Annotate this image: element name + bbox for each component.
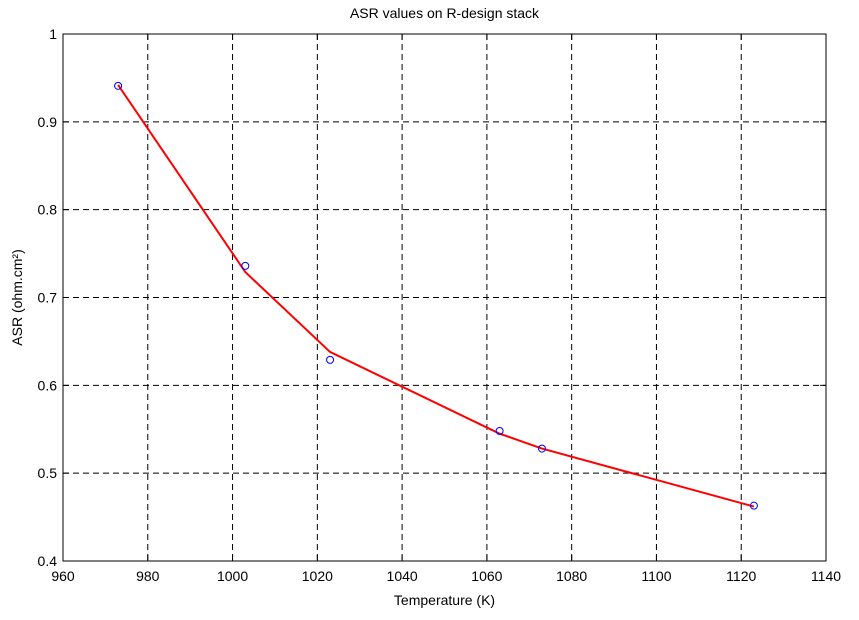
x-tick-label: 960 xyxy=(51,568,75,584)
y-tick-label: 0.5 xyxy=(38,465,58,481)
y-tick-label: 0.8 xyxy=(38,202,58,218)
data-point-marker xyxy=(749,501,758,510)
fit-line xyxy=(117,84,755,508)
y-tick-label: 0.6 xyxy=(38,377,58,393)
y-tick-label: 0.4 xyxy=(38,553,58,569)
data-point-marker xyxy=(495,427,504,436)
data-point-marker xyxy=(241,261,250,270)
x-axis-title: Temperature (K) xyxy=(394,592,495,608)
data-point-marker xyxy=(114,81,123,90)
x-tick-label: 1080 xyxy=(556,568,587,584)
x-tick-label: 1020 xyxy=(302,568,333,584)
data-point-marker xyxy=(326,355,335,364)
y-axis-title: ASR (ohm.cm²) xyxy=(9,249,25,345)
x-tick-label: 1140 xyxy=(811,568,841,584)
tick-layer: 960 980 1000 1020 1040 1060 1080 1100 1120 1140 0.… xyxy=(38,26,842,584)
x-tick-label: 1060 xyxy=(471,568,502,584)
y-tick-label: 0.7 xyxy=(38,290,58,306)
chart-title: ASR values on R-design stack xyxy=(350,5,540,21)
x-tick-label: 1100 xyxy=(641,568,671,584)
grid-layer xyxy=(63,34,826,561)
x-tick-label: 980 xyxy=(136,568,160,584)
y-tick-label: 0.9 xyxy=(38,114,58,130)
x-tick-label: 1040 xyxy=(387,568,418,584)
y-tick-label: 1 xyxy=(49,26,57,42)
x-tick-label: 1000 xyxy=(217,568,248,584)
data-point-marker xyxy=(537,444,546,453)
x-tick-label: 1120 xyxy=(726,568,756,584)
series-layer xyxy=(114,81,758,510)
